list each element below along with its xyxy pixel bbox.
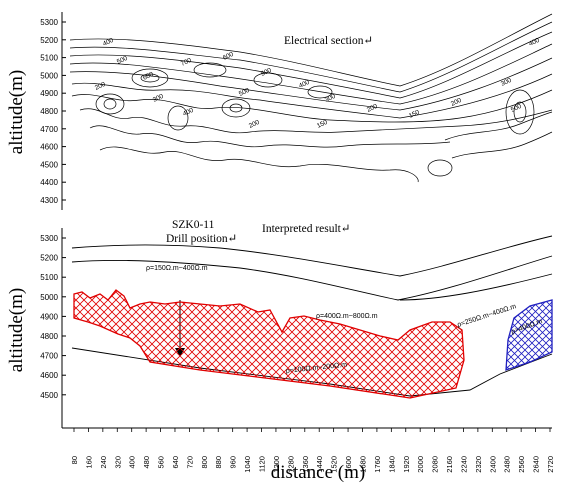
x-tick-label: 2320	[474, 456, 483, 473]
contour-label: 150	[408, 109, 421, 120]
x-tick-label: 1520	[330, 456, 339, 473]
contour-label: 150	[316, 119, 329, 130]
x-tick-label: 2400	[488, 456, 497, 473]
x-tick-label: 1440	[315, 456, 324, 473]
bottom-panel-title: Interpreted result↵	[262, 223, 351, 235]
x-tick-label: 1760	[373, 456, 382, 473]
x-tick-label: 1840	[387, 456, 396, 473]
contour-label: 300	[324, 93, 337, 104]
contour-lines	[69, 13, 553, 183]
bottom-y-tick-label: 4500	[40, 391, 58, 400]
boundary-line-2	[399, 273, 553, 301]
zone-label-150-400: ρ=150Ω.m~400Ω.m	[146, 265, 208, 272]
x-tick-label: 2000	[416, 456, 425, 473]
bottom-y-tick-label: 5200	[40, 254, 58, 263]
top-y-tick-label: 5200	[40, 36, 58, 45]
contour-label: 400	[182, 107, 195, 118]
top-y-tick-label: 5300	[40, 18, 58, 27]
x-tick-label: 880	[214, 456, 223, 469]
x-tick-label: 1280	[286, 456, 295, 473]
x-tick-label: 1040	[243, 456, 252, 473]
top-y-ticks: 5300 5200 5100 5000 4900 4800 4700 4600 4500 4400…	[40, 18, 66, 205]
contour-label: 300	[500, 77, 513, 88]
bottom-y-tick-label: 5000	[40, 293, 58, 302]
x-tick-label: 2640	[532, 456, 541, 473]
x-tick-label: 240	[99, 456, 108, 469]
top-y-tick-label: 4900	[40, 89, 58, 98]
contour-label: 400	[298, 79, 311, 90]
top-y-tick-label: 4600	[40, 143, 58, 152]
x-tick-label: 160	[84, 456, 93, 469]
bottom-panel: 5300 5200 5100 5000 4900 4800 4700 4600 4500 alt…	[6, 219, 555, 483]
boundary-line-1	[71, 255, 553, 301]
x-tick-label: 1200	[272, 456, 281, 473]
contour-label: 200	[94, 81, 107, 92]
top-y-axis-label: altitude(m)	[6, 70, 27, 154]
x-tick-label: 800	[200, 456, 209, 469]
contour-label: 600	[222, 51, 235, 62]
x-tick-label: 1600	[344, 456, 353, 473]
x-tick-label: 960	[229, 456, 238, 469]
x-tick-label: 2480	[503, 456, 512, 473]
x-tick-label: 2240	[459, 456, 468, 473]
contour-label: 400	[528, 37, 541, 48]
bottom-y-tick-label: 4800	[40, 332, 58, 341]
contour-label: 500	[238, 87, 251, 98]
contour-label: 500	[510, 103, 523, 114]
contour-label: 200	[366, 103, 379, 114]
zone-label-250-400: ρ=250Ω.m~400Ω.m	[456, 303, 517, 329]
top-y-tick-label: 4500	[40, 160, 58, 169]
low-resistivity-zone	[73, 289, 465, 399]
contour-label: 600	[142, 71, 155, 82]
bottom-y-axis-label: altitude(m)	[6, 288, 27, 372]
x-tick-label: 1360	[301, 456, 310, 473]
x-axis-label: distance (m)	[271, 462, 365, 483]
contour-label: 200	[248, 119, 261, 130]
contour-label: 500	[260, 67, 273, 78]
top-panel-title: Electrical section↵	[284, 35, 373, 47]
x-tick-label: 1680	[358, 456, 367, 473]
x-tick-label: 2080	[431, 456, 440, 473]
contour-label: 200	[450, 97, 463, 108]
top-panel: 5300 5200 5100 5000 4900 4800 4700 4600 4500 4400…	[6, 12, 553, 210]
zone-label-400-800: ρ=400Ω.m~800Ω.m	[316, 313, 378, 320]
x-tick-label: 1920	[402, 456, 411, 473]
bottom-y-tick-label: 5300	[40, 234, 58, 243]
contour-label: 700	[180, 57, 193, 68]
drill-label-position: Drill position↵	[166, 233, 237, 245]
top-y-tick-label: 5100	[40, 54, 58, 63]
x-tick-label: 80	[70, 456, 79, 464]
contour-label: 400	[102, 37, 115, 48]
bottom-y-tick-label: 4900	[40, 312, 58, 321]
contour-label: 500	[116, 55, 129, 66]
x-tick-label: 2720	[546, 456, 555, 473]
top-y-tick-label: 4300	[40, 196, 58, 205]
x-tick-label: 400	[128, 456, 137, 469]
top-y-tick-label: 4800	[40, 107, 58, 116]
top-y-tick-label: 4700	[40, 125, 58, 134]
high-resistivity-zone	[505, 299, 553, 371]
x-tick-label: 640	[171, 456, 180, 469]
x-tick-label: 1120	[258, 456, 267, 472]
contour-label: 300	[152, 93, 165, 104]
surface-line	[71, 235, 553, 277]
bottom-y-tick-label: 5100	[40, 273, 58, 282]
drill-label-id: SZK0-11	[172, 219, 215, 231]
x-tick-label: 720	[185, 456, 194, 469]
x-ticks: 80 160 240 320 400 480 560 640 720 800 880 960 1040 1…	[70, 428, 555, 473]
x-tick-label: 560	[157, 456, 166, 469]
top-y-tick-label: 5000	[40, 71, 58, 80]
top-y-tick-label: 4400	[40, 178, 58, 187]
x-tick-label: 480	[142, 456, 151, 469]
bottom-y-tick-label: 4700	[40, 352, 58, 361]
x-tick-label: 2160	[445, 456, 454, 473]
contour-labels: 4005006007006005004003002001502003004005…	[94, 37, 541, 130]
x-tick-label: 2560	[517, 456, 526, 473]
x-tick-label: 320	[113, 456, 122, 469]
bottom-y-ticks: 5300 5200 5100 5000 4900 4800 4700 4600 4500	[40, 234, 66, 400]
bottom-y-tick-label: 4600	[40, 371, 58, 380]
